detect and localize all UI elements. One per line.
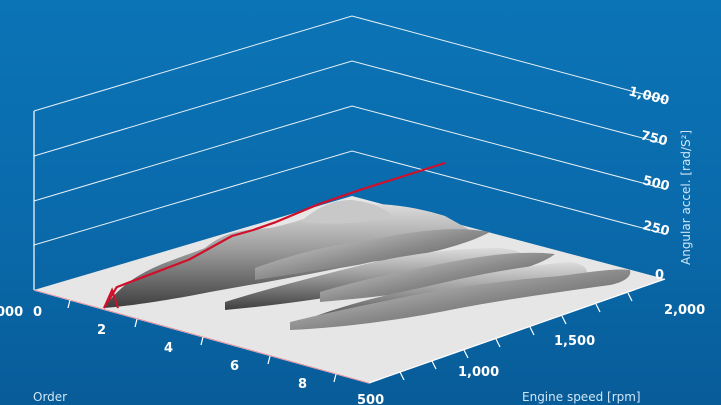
z-tick-label-750: 750: [639, 128, 669, 149]
order-tick-minor: [134, 318, 138, 328]
order-tick-label-6: 6: [230, 359, 239, 374]
rpm-tick-label-1000: 1,000: [458, 365, 499, 380]
rpm-ticks: [399, 292, 633, 381]
rpm-axis-line: [368, 278, 666, 384]
order-axis-red-edge: [33, 289, 370, 384]
grid-line-z-750: [33, 60, 666, 157]
z-tick-label-0: 0: [655, 268, 664, 283]
grid-line-z-250: [33, 150, 666, 246]
order-tick-minor: [267, 355, 271, 365]
corner-label: 2,000: [0, 305, 23, 320]
rpm-tick: [561, 315, 567, 325]
rpm-tick: [399, 371, 405, 381]
rpm-tick: [595, 303, 601, 313]
order-tick-minor: [333, 373, 337, 383]
grid-line-z-1000: [33, 15, 666, 112]
ridge-main: [104, 203, 470, 308]
rpm-tick-label-500: 500: [357, 393, 384, 405]
order-tick-minor: [200, 336, 204, 346]
z-tick-label-1000: 1,000: [627, 84, 671, 109]
z-tick-label-500: 500: [641, 173, 671, 194]
rpm-tick: [627, 292, 633, 302]
grid-line-z-500: [33, 105, 666, 202]
rpm-tick-label-2000: 2,000: [664, 303, 705, 318]
ridge-5: [290, 269, 631, 330]
order-axis-title: Order: [33, 390, 67, 404]
order-tick-label-4: 4: [164, 341, 173, 356]
rpm-tick: [495, 338, 501, 348]
order-ticks: [67, 299, 337, 383]
rpm-tick-label-1500: 1,500: [554, 334, 595, 349]
back-grid: [33, 15, 666, 246]
order-tick-label-0: 0: [33, 305, 42, 320]
peak-trace-line: [103, 161, 446, 309]
surface: [104, 200, 631, 330]
order-tick-label-2: 2: [97, 323, 106, 338]
order-tick-minor: [67, 299, 71, 309]
rpm-tick: [463, 349, 469, 359]
ridge-1: [255, 229, 490, 280]
z-axis-title: Angular accel. [rad/S²]: [679, 130, 693, 265]
peak-trace-foot: [103, 287, 119, 309]
ridge-peak: [300, 200, 392, 224]
rpm-tick: [529, 326, 535, 336]
order-tick-label-8: 8: [298, 377, 307, 392]
rpm-tick: [431, 360, 437, 370]
z-tick-label-250: 250: [641, 218, 671, 239]
rpm-axis-title: Engine speed [rpm]: [522, 390, 641, 404]
ridge-3: [320, 252, 555, 302]
